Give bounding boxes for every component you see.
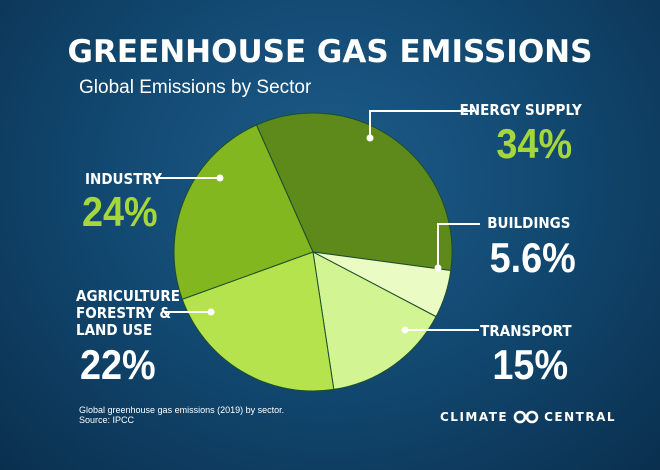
buildings-leader-line [437,223,480,268]
brand-logo: CLIMATE CENTRAL [440,410,616,424]
agriculture-label-line2: FORESTRY & [76,304,172,322]
source-note: Global greenhouse gas emissions (2019) b… [79,405,284,425]
transport-label: TRANSPORT [480,322,572,340]
pie-slice-transport [312,251,437,390]
energy-supply-leader-line [369,110,474,138]
source-note-line2: Source: IPCC [79,415,135,425]
page-subtitle: Global Emissions by Sector [79,77,312,98]
page-title: GREENHOUSE GAS EMISSIONS [67,34,593,70]
buildings-leader-dot [434,264,442,272]
industry-label: INDUSTRY [85,170,162,188]
buildings-label: BUILDINGS [486,214,570,232]
industry-value: 24% [82,188,158,235]
energy-supply-value: 34% [496,120,572,167]
buildings-value: 5.6% [489,234,576,281]
agriculture-leader-dot [207,308,215,316]
pie-slice-industry [173,124,314,300]
transport-leader-dot [401,326,409,334]
transport-value: 15% [492,341,568,388]
agriculture-value: 22% [80,341,156,388]
agriculture-label-line1: AGRICULTURE [76,287,180,305]
pie-slice-agriculture [181,251,335,392]
industry-leader-dot [216,174,224,182]
pie-slice-energy-supply [255,112,453,272]
brand-name-left: CLIMATE [440,410,509,424]
source-note-line1: Global greenhouse gas emissions (2019) b… [79,405,285,415]
agriculture-label-line3: LAND USE [76,321,153,339]
brand-name-right: CENTRAL [544,410,617,424]
energy-supply-label: ENERGY SUPPLY [459,101,582,119]
infinity-rings-icon [513,410,539,424]
energy-supply-leader-dot [366,134,374,142]
